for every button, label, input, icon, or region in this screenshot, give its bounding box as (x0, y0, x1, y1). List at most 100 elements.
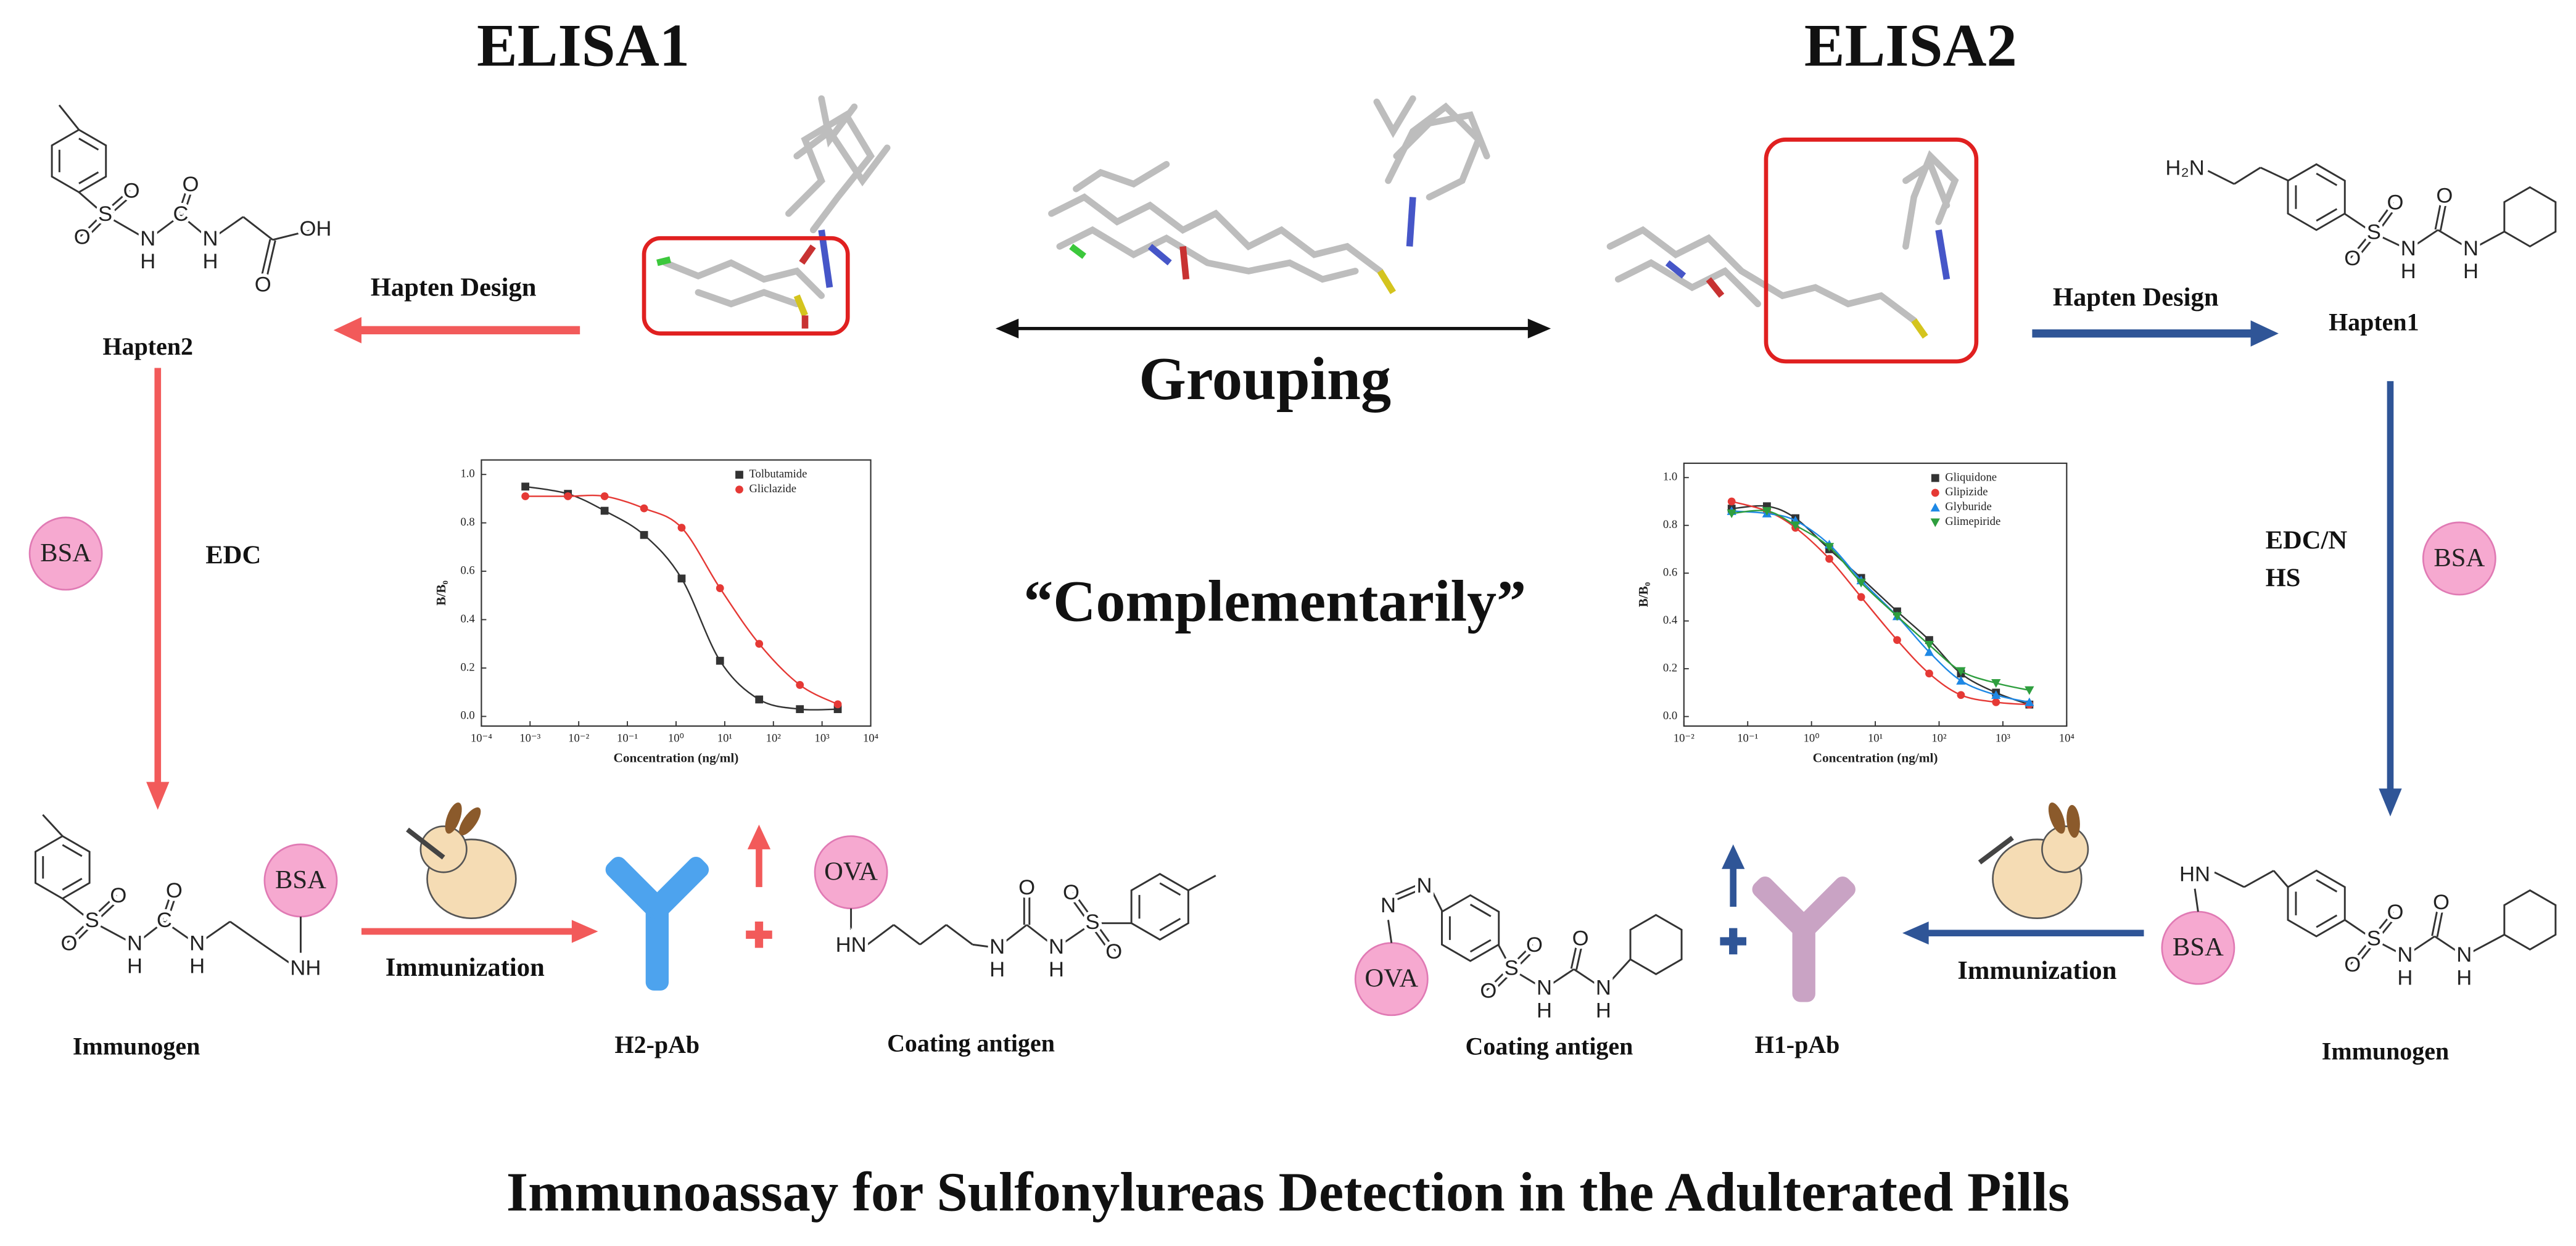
bond (229, 920, 264, 946)
atom-label: S (1505, 956, 1519, 980)
bond (1543, 968, 1575, 990)
x-axis-label: Concentration (ng/ml) (614, 751, 739, 765)
antibody-stem (1792, 920, 1815, 1002)
data-point (1824, 543, 1835, 552)
bond (147, 214, 181, 241)
data-point (1991, 679, 2001, 688)
data-point (640, 530, 648, 539)
bond (104, 214, 149, 241)
data-point (1924, 647, 1934, 656)
atom-label: S (85, 909, 99, 932)
hapten-label: Hapten2 (103, 332, 193, 360)
bsa-circle (2422, 521, 2496, 596)
atom-label: O (110, 884, 126, 907)
data-point (1856, 579, 1866, 588)
stick (1056, 226, 1359, 283)
data-point (1956, 675, 1966, 685)
y-tick-label: 0.0 (1663, 709, 1677, 722)
antibody (605, 857, 709, 991)
edc-label: EDC/N (2266, 526, 2348, 555)
stick (799, 244, 816, 265)
ring-double-bond (78, 171, 99, 184)
left-stick-model (642, 95, 891, 336)
atom-label: S (2367, 926, 2381, 950)
stick (818, 95, 858, 148)
atom-label: O (255, 273, 271, 297)
x-tick-label: 10⁰ (668, 732, 684, 745)
atom-label: S (98, 202, 112, 226)
antibody (1752, 876, 1856, 1002)
atom-label: O (60, 931, 77, 955)
bond (2431, 902, 2440, 936)
rabbit (1978, 802, 2089, 920)
right-title: ELISA2 (1804, 12, 2017, 80)
data-point (2025, 686, 2034, 695)
legend-item (1930, 518, 1940, 527)
bond (62, 897, 93, 923)
antibody-label: H2-pAb (615, 1031, 700, 1058)
stick-models (642, 95, 1979, 364)
coating-label: Coating antigen (1466, 1033, 1633, 1060)
syringe (1978, 836, 2014, 865)
atom-label: H (140, 250, 155, 273)
highlight-box (642, 236, 850, 336)
arrow-head (1527, 318, 1551, 339)
y-tick-label: 0.8 (1663, 518, 1677, 531)
atom-label: O (2344, 247, 2361, 270)
ring-double-bond (1469, 904, 1492, 917)
bond (2405, 935, 2435, 957)
plus-sign (1720, 928, 1747, 955)
rabbit-ear (445, 802, 462, 834)
x-tick-label: 10² (1931, 732, 1947, 745)
atom-label: O (1063, 881, 1080, 904)
y-axis-label: B/B₀ (1636, 582, 1651, 608)
rabbit-ear (2066, 805, 2080, 838)
bond (2470, 231, 2505, 251)
syringe (406, 827, 445, 860)
antibody-arm (1793, 876, 1856, 939)
bond (1485, 967, 1511, 991)
immunogen-label: Immunogen (73, 1033, 200, 1060)
stick (1902, 159, 1951, 209)
atom-label: N (1537, 976, 1552, 999)
bond (166, 892, 178, 923)
bond (1573, 968, 1604, 990)
atom-label: N (2456, 943, 2472, 967)
edc-label: EDC (205, 540, 261, 569)
atom-label: H (2463, 260, 2479, 283)
bond (80, 212, 104, 237)
bond (2434, 935, 2465, 957)
bond (160, 891, 173, 922)
data-point (521, 492, 530, 500)
data-point (1790, 521, 1801, 530)
atom-label: H (989, 958, 1005, 981)
bond (83, 216, 108, 241)
bond (91, 920, 136, 946)
x-tick-label: 10¹ (717, 732, 732, 745)
stick (1911, 318, 1928, 339)
right-stick-model (1606, 138, 1979, 364)
bond (2371, 911, 2394, 939)
stick (695, 289, 801, 308)
atom-label: H (1596, 999, 1611, 1023)
bond (972, 943, 997, 949)
atom-label: HN (2179, 863, 2210, 886)
arrow-head (1722, 844, 1745, 869)
mini-chart: 0.0 0.2 0.4 0.6 0.8 1.0 10⁻⁴ 10⁻³ 10⁻² 10⁻¹ 10⁰ 10¹… (434, 459, 878, 765)
atom-label: HN (836, 933, 867, 957)
bond (2244, 870, 2274, 888)
atom-label: O (166, 879, 183, 902)
data-point (1957, 691, 1965, 699)
hapten-design-label: Hapten Design (371, 273, 537, 302)
atom-label: S (1086, 910, 1100, 934)
bond (2214, 871, 2245, 888)
bsa-label: BSA (2173, 933, 2224, 962)
highlight-box (1764, 138, 1979, 364)
fit-curve (1732, 510, 2030, 691)
legend-item (1931, 489, 1939, 497)
atom-label: H (1049, 958, 1064, 981)
ova-label: OVA (1364, 964, 1418, 993)
atom-label: H (2401, 260, 2416, 283)
data-point (1727, 509, 1736, 519)
